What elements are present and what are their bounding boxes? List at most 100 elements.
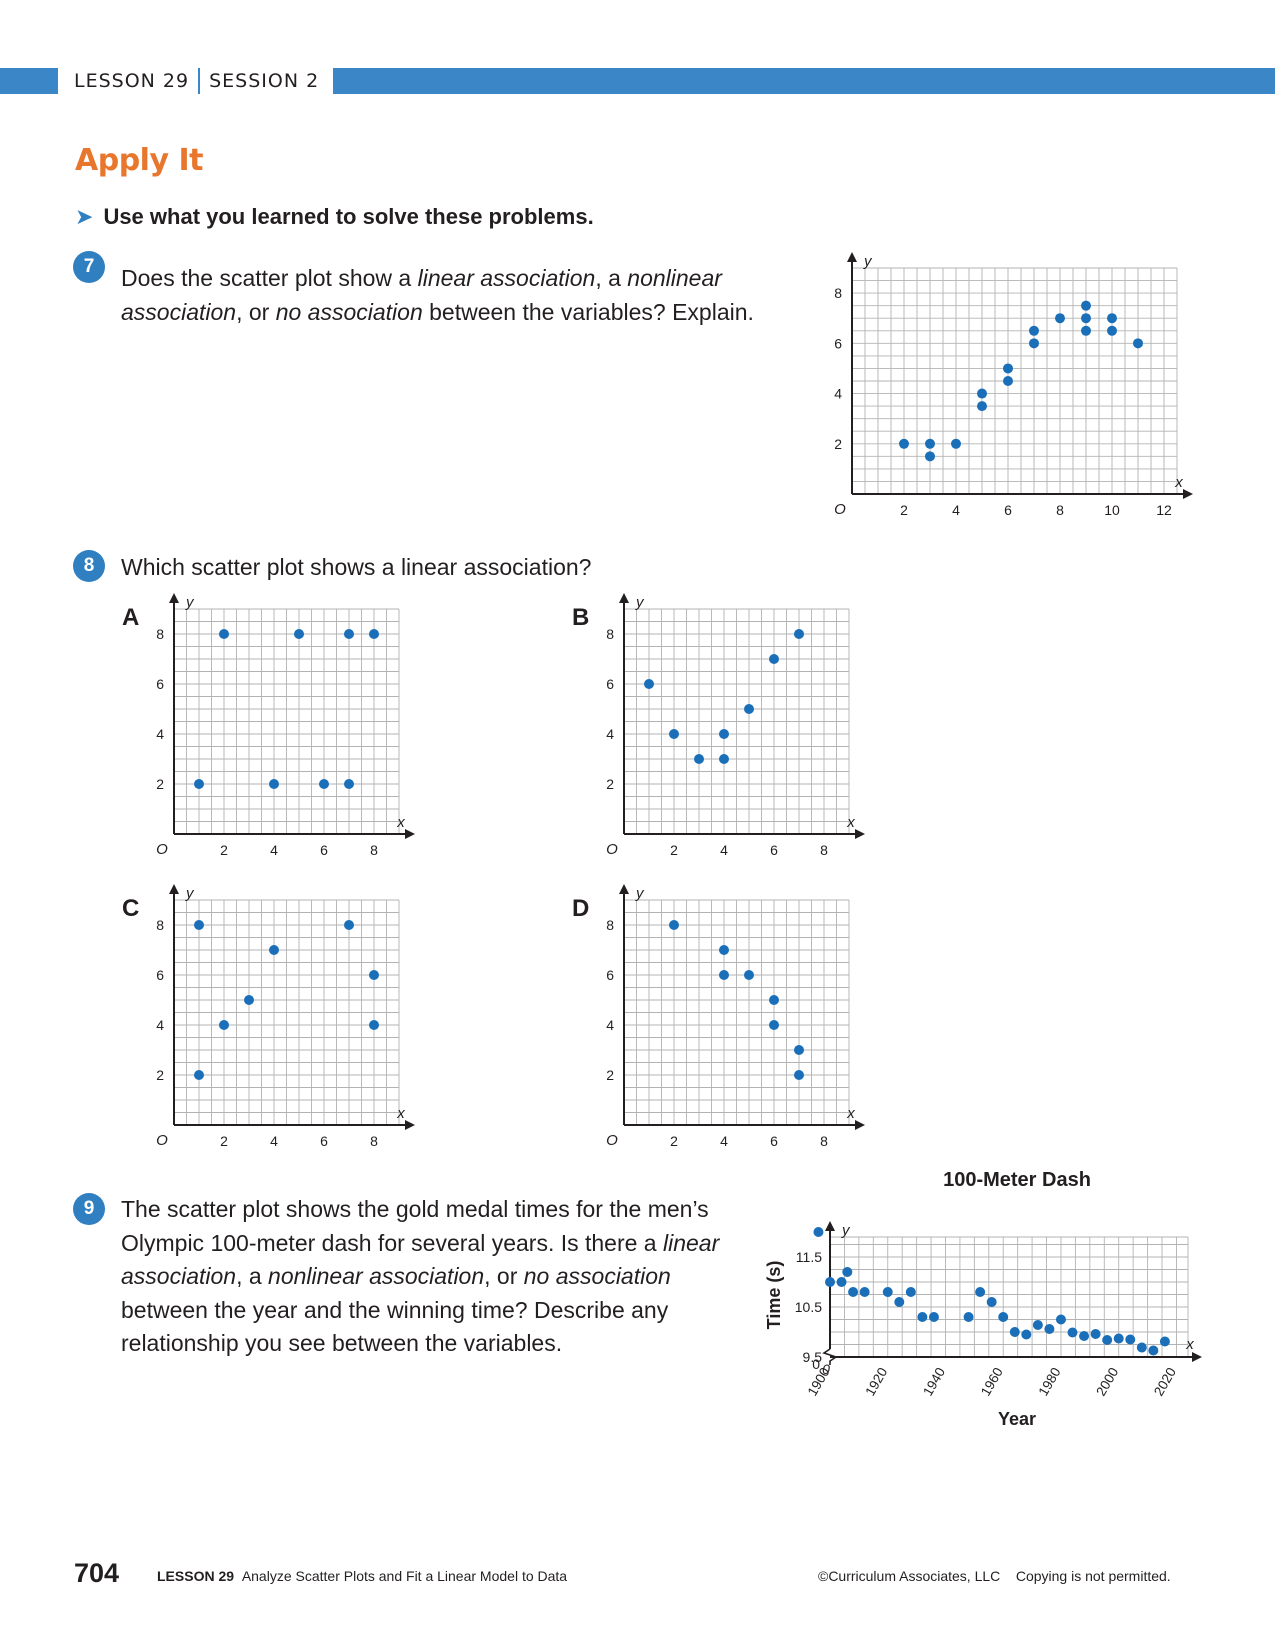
data-point: [1029, 325, 1039, 336]
x-tick-label: 2: [900, 502, 908, 518]
data-point: [1003, 363, 1013, 374]
option-c-label[interactable]: C: [122, 895, 140, 922]
data-point: [769, 1020, 779, 1030]
question-9-text: The scatter plot shows the gold medal ti…: [121, 1196, 720, 1356]
question-8-number: 8: [73, 550, 105, 582]
data-point: [694, 754, 704, 764]
question-9-number: 9: [73, 1193, 105, 1225]
data-point: [194, 779, 204, 789]
data-point: [1029, 338, 1039, 349]
data-point: [1107, 313, 1117, 324]
x-axis-arrow-icon: [405, 829, 415, 839]
y-axis-title: Time (s): [764, 1261, 784, 1330]
data-point: [644, 679, 654, 689]
x-tick-label: 8: [820, 1133, 828, 1149]
y-tick-label: 6: [834, 335, 842, 351]
footer-lesson-title: Analyze Scatter Plots and Fit a Linear M…: [241, 1568, 568, 1584]
data-point: [1081, 313, 1091, 324]
x-axis-label: x: [396, 1105, 405, 1122]
data-point: [194, 1070, 204, 1080]
origin-label: O: [156, 1132, 168, 1149]
data-point: [1009, 1327, 1020, 1337]
data-point: [269, 779, 279, 789]
option-a-scatter-plot[interactable]: x y O 2 4 6 8 2 4 6 8: [150, 593, 415, 867]
y-axis-arrow-icon: [169, 593, 179, 603]
data-point: [719, 945, 729, 955]
data-point: [794, 1045, 804, 1055]
y-tick-label: 4: [606, 726, 614, 742]
data-point: [194, 920, 204, 930]
x-tick-label: 12: [1156, 502, 1172, 518]
data-point: [319, 779, 329, 789]
data-point: [1090, 1329, 1101, 1339]
session-label: SESSION 2: [209, 70, 320, 92]
footer-lesson-label: LESSON 29: [157, 1568, 235, 1584]
x-tick-label: 8: [370, 1133, 378, 1149]
data-point: [836, 1277, 847, 1287]
data-point: [1032, 1320, 1043, 1330]
x-tick-label: 6: [770, 1133, 778, 1149]
data-point: [977, 388, 987, 399]
data-point: [899, 438, 909, 449]
data-point: [894, 1297, 905, 1307]
x-tick-label: 4: [952, 502, 960, 518]
data-point: [1107, 325, 1117, 336]
x-axis-label: x: [396, 814, 405, 831]
data-point: [219, 1020, 229, 1030]
data-point: [769, 995, 779, 1005]
data-point: [369, 629, 379, 639]
option-d-label[interactable]: D: [572, 895, 590, 922]
data-point: [1079, 1331, 1090, 1341]
y-tick-label: 6: [606, 967, 614, 983]
x-tick-label: 8: [820, 842, 828, 858]
y-tick-label: 8: [606, 626, 614, 642]
y-tick-label: 2: [156, 776, 164, 792]
origin-label: O: [156, 841, 168, 858]
data-point: [882, 1287, 893, 1297]
x-tick-label: 8: [1056, 502, 1064, 518]
lesson-session-header: LESSON 29 SESSION 2: [74, 68, 319, 94]
data-point: [769, 654, 779, 664]
data-point: [963, 1312, 974, 1322]
x-tick-label: 2: [670, 1133, 678, 1149]
data-point: [951, 438, 961, 449]
data-point: [719, 970, 729, 980]
data-point: [975, 1287, 986, 1297]
x-tick-label: 2: [670, 842, 678, 858]
data-point: [859, 1287, 870, 1297]
option-b-label[interactable]: B: [572, 604, 590, 631]
axis-break-label-x: 0: [822, 1361, 830, 1377]
data-point: [219, 629, 229, 639]
footer-copyright: ©Curriculum Associates, LLC Copying is n…: [818, 1568, 1171, 1584]
x-axis-arrow-icon: [1183, 489, 1193, 499]
data-point: [669, 920, 679, 930]
data-point: [842, 1267, 853, 1277]
y-axis-label: y: [863, 253, 873, 270]
option-b-scatter-plot[interactable]: x y O 2 4 6 8 2 4 6 8: [600, 593, 865, 867]
data-point: [1055, 1314, 1066, 1325]
option-d-scatter-plot[interactable]: x y O 2 4 6 8 2 4 6 8: [600, 884, 865, 1158]
y-tick-label: 6: [606, 676, 614, 692]
origin-label: O: [834, 501, 846, 518]
x-tick-label: 4: [720, 1133, 728, 1149]
y-tick-label: 2: [834, 436, 842, 452]
data-point: [1125, 1334, 1136, 1345]
x-tick-label: 2020: [1151, 1365, 1179, 1399]
x-axis-arrow-icon: [855, 829, 865, 839]
option-a-label[interactable]: A: [122, 604, 140, 631]
x-axis-arrow-icon: [405, 1120, 415, 1130]
data-point: [925, 451, 935, 462]
footer-lesson: LESSON 29 Analyze Scatter Plots and Fit …: [157, 1568, 567, 1584]
data-point: [928, 1312, 939, 1322]
x-axis-var-label: x: [1185, 1336, 1194, 1353]
section-title: Apply It: [75, 143, 203, 178]
data-point: [917, 1312, 928, 1322]
y-tick-label: 4: [834, 386, 842, 402]
data-point: [1081, 300, 1091, 311]
y-tick-label: 6: [156, 676, 164, 692]
option-c-scatter-plot[interactable]: x y O 2 4 6 8 2 4 6 8: [150, 884, 415, 1158]
chart-title: 100-Meter Dash: [943, 1169, 1091, 1191]
data-point: [794, 1070, 804, 1080]
y-tick-label: 4: [606, 1017, 614, 1033]
data-point: [1055, 313, 1065, 324]
